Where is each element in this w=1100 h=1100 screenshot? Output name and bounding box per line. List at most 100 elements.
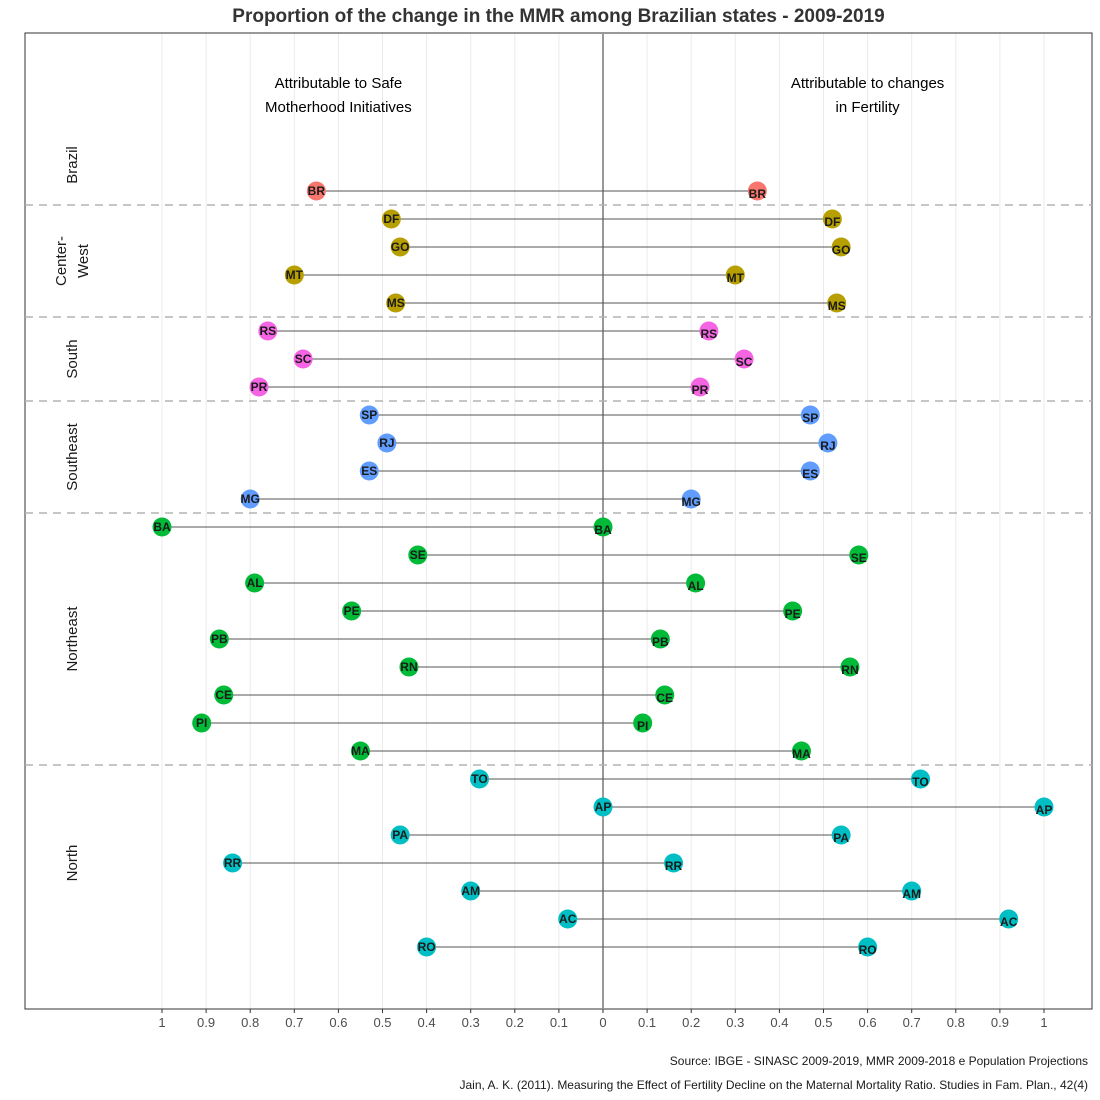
x-tick-label: 0.8 <box>947 1015 965 1030</box>
point-fertility <box>747 181 767 201</box>
state-label-left: SE <box>410 548 426 562</box>
state-label-left: BR <box>308 184 326 198</box>
point-safe-motherhood <box>399 657 419 677</box>
point-fertility <box>593 517 613 537</box>
point-fertility <box>791 741 811 761</box>
point-fertility <box>911 769 931 789</box>
point-fertility <box>690 377 710 397</box>
point-fertility <box>822 209 842 229</box>
state-label-left: SP <box>361 408 377 422</box>
x-tick-label: 0.4 <box>770 1015 788 1030</box>
x-tick-label: 0.5 <box>814 1015 832 1030</box>
region-label: Center- <box>53 236 70 286</box>
state-label-right: AM <box>902 887 921 901</box>
point-safe-motherhood <box>470 769 490 789</box>
state-label-left: RR <box>224 856 242 870</box>
state-label-right: AL <box>688 579 704 593</box>
state-label-right: DF <box>824 215 840 229</box>
point-fertility <box>633 713 653 733</box>
state-label-left: CE <box>215 688 232 702</box>
point-safe-motherhood <box>306 181 326 201</box>
point-fertility <box>734 349 754 369</box>
source-note: Source: IBGE - SINASC 2009-2019, MMR 200… <box>669 1054 1088 1068</box>
region-label: North <box>64 845 81 882</box>
state-label-left: PE <box>344 604 360 618</box>
state-label-left: MG <box>241 492 260 506</box>
state-label-right: MA <box>792 747 811 761</box>
annotation-fertility: Attributable to changes <box>791 75 944 92</box>
state-label-right: PB <box>652 635 669 649</box>
state-label-left: ES <box>361 464 377 478</box>
point-safe-motherhood <box>152 517 172 537</box>
point-fertility <box>800 461 820 481</box>
x-tick-label: 1 <box>1040 1015 1047 1030</box>
point-fertility <box>664 853 684 873</box>
point-safe-motherhood <box>240 489 260 509</box>
point-safe-motherhood <box>381 209 401 229</box>
annotation-safe-motherhood: Motherhood Initiatives <box>265 99 412 116</box>
state-label-left: GO <box>391 240 410 254</box>
point-safe-motherhood <box>417 937 437 957</box>
point-safe-motherhood <box>223 853 243 873</box>
point-safe-motherhood <box>192 713 212 733</box>
state-label-right: MG <box>682 495 701 509</box>
state-label-left: RS <box>260 324 277 338</box>
state-label-left: MA <box>351 744 370 758</box>
point-fertility <box>831 825 851 845</box>
point-safe-motherhood <box>377 433 397 453</box>
point-safe-motherhood <box>245 573 265 593</box>
region-label: West <box>75 243 92 278</box>
state-label-left: MT <box>286 268 304 282</box>
state-label-right: MT <box>727 271 745 285</box>
state-label-right: BA <box>594 523 612 537</box>
state-label-left: RO <box>418 940 436 954</box>
state-label-right: BR <box>749 187 767 201</box>
state-label-left: PA <box>392 828 408 842</box>
state-label-right: PR <box>692 383 709 397</box>
state-label-right: PI <box>637 719 648 733</box>
x-tick-label: 0.7 <box>903 1015 921 1030</box>
x-tick-label: 0.1 <box>550 1015 568 1030</box>
state-label-right: ES <box>802 467 818 481</box>
state-label-right: RO <box>859 943 877 957</box>
state-label-right: PA <box>833 831 849 845</box>
point-fertility <box>858 937 878 957</box>
x-tick-label: 0 <box>599 1015 606 1030</box>
state-label-left: AP <box>595 800 612 814</box>
state-label-right: MS <box>828 299 846 313</box>
x-tick-label: 0.6 <box>329 1015 347 1030</box>
state-label-left: RJ <box>379 436 394 450</box>
point-safe-motherhood <box>386 293 406 313</box>
point-fertility <box>699 321 719 341</box>
citation-note: Jain, A. K. (2011). Measuring the Effect… <box>459 1078 1088 1092</box>
region-label: Southeast <box>64 422 81 490</box>
state-label-left: RN <box>400 660 417 674</box>
point-safe-motherhood <box>293 349 313 369</box>
point-safe-motherhood <box>350 741 370 761</box>
point-safe-motherhood <box>408 545 428 565</box>
point-fertility <box>999 909 1019 929</box>
point-safe-motherhood <box>258 321 278 341</box>
x-tick-label: 1 <box>158 1015 165 1030</box>
x-tick-label: 0.1 <box>638 1015 656 1030</box>
state-label-left: AL <box>247 576 263 590</box>
point-fertility <box>681 489 701 509</box>
state-label-left: PB <box>211 632 228 646</box>
point-fertility <box>800 405 820 425</box>
point-safe-motherhood <box>461 881 481 901</box>
point-fertility <box>831 237 851 257</box>
state-label-right: RS <box>701 327 718 341</box>
state-label-right: CE <box>656 691 673 705</box>
point-fertility <box>827 293 847 313</box>
x-tick-label: 0.3 <box>462 1015 480 1030</box>
state-label-right: PE <box>785 607 801 621</box>
state-label-right: RR <box>665 859 683 873</box>
x-tick-label: 0.9 <box>991 1015 1009 1030</box>
x-tick-label: 0.7 <box>285 1015 303 1030</box>
point-safe-motherhood <box>342 601 362 621</box>
region-label: South <box>64 339 81 378</box>
state-label-left: PR <box>251 380 268 394</box>
point-safe-motherhood <box>249 377 269 397</box>
x-tick-label: 0.9 <box>197 1015 215 1030</box>
